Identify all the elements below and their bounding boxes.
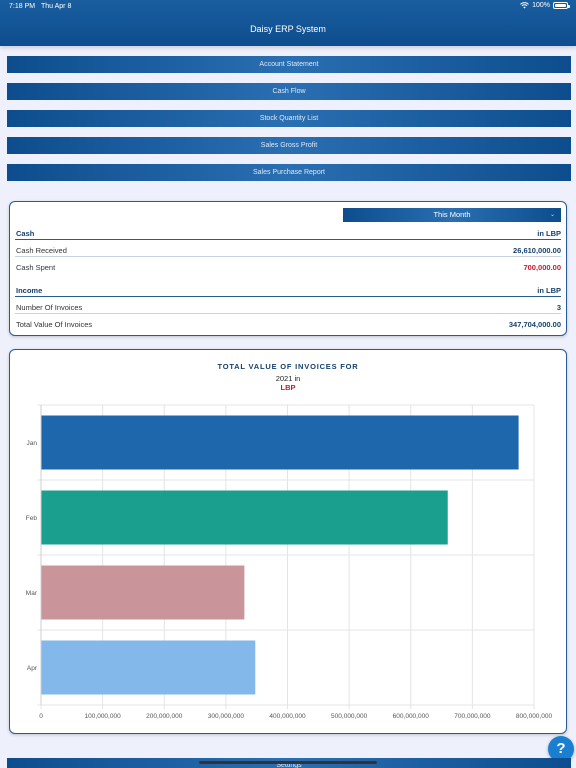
cash-heading: Cash (16, 229, 35, 238)
summary-card: This Month ⌄ Cash in LBP Cash Received 2… (9, 201, 567, 336)
y-category-label: Feb (26, 515, 38, 522)
invoice-bar-chart: 0 100,000,000 200,000,000 300,000,000 400,00… (26, 404, 553, 720)
cash-received-label: Cash Received (16, 246, 67, 255)
home-indicator (199, 761, 377, 764)
chart-title: TOTAL VALUE OF INVOICES FOR (217, 362, 359, 371)
wifi-icon (520, 2, 529, 9)
chevron-down-icon: ⌄ (549, 212, 555, 218)
app-title: Daisy ERP System (250, 24, 326, 34)
period-dropdown[interactable]: This Month ⌄ (343, 208, 561, 222)
sales-purchase-report-button[interactable]: Sales Purchase Report (7, 164, 571, 181)
invoice-total-value: 347,704,000.00 (508, 320, 561, 329)
status-date: Thu Apr 8 (41, 3, 72, 10)
cash-spent-label: Cash Spent (16, 263, 56, 272)
y-category-label: Jan (27, 440, 38, 447)
x-tick-label: 600,000,000 (393, 713, 430, 720)
status-time: 7:18 PM (9, 3, 36, 10)
period-dropdown-label: This Month (433, 210, 471, 219)
cash-received-row: Cash Received 26,610,000.00 (15, 243, 561, 257)
sales-gross-profit-button[interactable]: Sales Gross Profit (7, 137, 571, 154)
help-button[interactable]: ? (548, 736, 574, 762)
income-header-row: Income in LBP (15, 283, 561, 297)
battery-icon (553, 2, 570, 9)
status-right: 100% (520, 2, 570, 9)
x-tick-label: 400,000,000 (269, 713, 306, 720)
stock-quantity-list-button[interactable]: Stock Quantity List (7, 110, 571, 127)
x-tick-label: 700,000,000 (454, 713, 491, 720)
x-tick-label: 300,000,000 (208, 713, 245, 720)
invoice-count-label: Number Of Invoices (16, 303, 83, 312)
x-tick-label: 500,000,000 (331, 713, 368, 720)
cash-unit: in LBP (537, 229, 561, 238)
status-bar: 7:18 PM Thu Apr 8 100% (0, 0, 576, 14)
cash-spent-row: Cash Spent 700,000.00 (15, 260, 561, 274)
bar-feb (41, 490, 448, 545)
x-tick-label: 800,000,000 (516, 713, 553, 720)
bar-mar (41, 565, 245, 620)
cash-received-value: 26,610,000.00 (513, 246, 561, 255)
chart-subtitle: 2021 in (275, 374, 301, 383)
chart-card: TOTAL VALUE OF INVOICES FOR 2021 in LBP … (9, 349, 567, 734)
chart-unit: LBP (280, 383, 296, 392)
invoice-total-label: Total Value Of Invoices (16, 320, 93, 329)
invoice-count-value: 3 (556, 303, 561, 312)
x-tick-label: 0 (39, 713, 43, 720)
invoice-count-row: Number Of Invoices 3 (15, 300, 561, 314)
y-category-label: Mar (26, 590, 38, 597)
y-category-label: Apr (27, 665, 38, 672)
cash-spent-value: 700,000.00 (523, 263, 561, 272)
invoice-total-row: Total Value Of Invoices 347,704,000.00 (15, 317, 561, 331)
x-tick-label: 200,000,000 (146, 713, 183, 720)
cash-flow-button[interactable]: Cash Flow (7, 83, 571, 100)
battery-percent: 100% (532, 2, 550, 9)
bar-apr (41, 640, 256, 695)
x-tick-label: 100,000,000 (85, 713, 122, 720)
cash-header-row: Cash in LBP (15, 226, 561, 240)
app-header: Daisy ERP System (0, 0, 576, 46)
income-heading: Income (16, 286, 43, 295)
income-unit: in LBP (537, 286, 561, 295)
bar-jan (41, 415, 519, 470)
account-statement-button[interactable]: Account Statement (7, 56, 571, 73)
